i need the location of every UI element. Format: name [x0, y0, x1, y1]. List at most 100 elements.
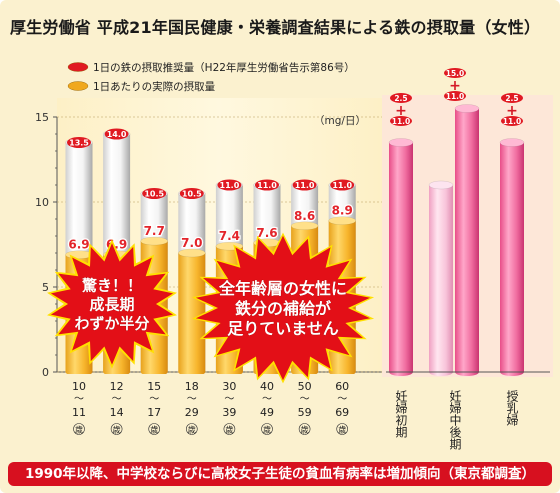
pregnancy-bar	[428, 180, 454, 376]
pregnancy-base-label: 11.0	[503, 117, 522, 126]
recommended-value-label: 11.0	[257, 181, 277, 190]
category-label-start: 15	[147, 380, 161, 393]
age-unit-circle	[110, 423, 123, 435]
category-label-end: 49	[260, 406, 274, 419]
category-label-end: 69	[335, 406, 349, 419]
callout-text: 足りていません	[227, 319, 339, 338]
category-label-tilde: 〜	[262, 394, 272, 405]
unit-label: （mg/日）	[314, 115, 366, 127]
category-label-end: 14	[110, 406, 124, 419]
category-label-tilde: 〜	[224, 394, 234, 405]
category-label-tilde: 〜	[187, 394, 197, 405]
category-label-tilde: 〜	[149, 394, 159, 405]
category-label-end: 17	[147, 406, 161, 419]
footer-note: 1990年以降、中学校ならびに高校女子生徒の貧血有病率は増加傾向（東京都調査）	[8, 462, 552, 486]
age-unit-circle	[261, 423, 273, 435]
category-label-tilde: 〜	[337, 394, 347, 405]
category-label-end: 29	[185, 406, 199, 419]
pregnancy-bar	[499, 138, 525, 376]
callout-text: 成長期	[89, 295, 134, 313]
y-tick-label: 5	[42, 281, 49, 294]
actual-value-label: 8.6	[294, 209, 315, 223]
y-tick-label: 10	[35, 196, 49, 209]
callout-text: 鉄分の補給が	[235, 299, 331, 318]
category-label-unit: 歳	[150, 425, 158, 435]
category-label-start: 40	[260, 380, 274, 393]
category-label-start: 12	[110, 380, 124, 393]
pregnancy-category-label: 授乳婦	[505, 389, 519, 426]
chart-title: 厚生労働省 平成21年国民健康・栄養調査結果による鉄の摂取量（女性）	[10, 18, 541, 37]
recommended-label-bg	[330, 179, 355, 191]
actual-value-label: 7.6	[256, 226, 277, 240]
pregnancy-add-label: 2.5	[394, 94, 407, 103]
age-unit-circle	[298, 423, 311, 435]
y-tick-label: 0	[42, 366, 49, 379]
pregnancy-value-marker: 15.0+11.0	[444, 68, 466, 101]
category-label-start: 50	[298, 380, 312, 393]
pregnancy-add-label: 2.5	[505, 94, 518, 103]
category-label-unit: 歳	[113, 425, 121, 435]
category-label-unit: 歳	[188, 425, 196, 435]
recommended-value-label: 11.0	[220, 181, 240, 190]
actual-value-label: 7.4	[219, 229, 240, 243]
category-label-tilde: 〜	[300, 394, 310, 405]
category-label: 15〜17 歳	[147, 380, 161, 435]
recommended-value-label: 11.0	[332, 181, 352, 190]
actual-value-label: 7.0	[181, 236, 202, 250]
category-label-tilde: 〜	[74, 394, 84, 405]
pregnancy-category-label: 妊婦中後期	[448, 390, 462, 450]
category-label-start: 10	[72, 380, 86, 393]
callout-text: 驚き！！	[81, 276, 142, 294]
age-unit-circle	[148, 423, 160, 435]
age-unit-circle	[73, 423, 85, 435]
category-label: 60〜69 歳	[335, 380, 349, 435]
recommended-value-label: 10.5	[182, 190, 202, 199]
pregnancy-bar	[454, 104, 480, 376]
pregnancy-add-label: 15.0	[446, 69, 465, 78]
category-label-start: 18	[185, 380, 199, 393]
pregnancy-base-label: 11.0	[446, 92, 465, 101]
recommended-label-bg	[217, 179, 242, 191]
recommended-label-bg	[179, 188, 204, 199]
age-unit-circle	[223, 423, 236, 435]
age-unit-circle	[336, 423, 349, 435]
legend-label: 1日あたりの実際の摂取量	[93, 80, 216, 93]
pregnancy-bars-group	[388, 104, 525, 376]
recommended-label-bg	[292, 179, 317, 191]
category-label-start: 30	[222, 380, 236, 393]
legend-swatch	[67, 81, 89, 91]
category-label-tilde: 〜	[112, 394, 122, 405]
pregnancy-value-marker: 2.5+11.0	[501, 93, 523, 126]
actual-bar	[178, 248, 206, 374]
actual-value-label: 8.9	[332, 204, 353, 218]
category-label: 50〜59 歳	[298, 380, 312, 435]
pregnancy-value-marker: 2.5+11.0	[390, 93, 412, 126]
recommended-value-label: 13.5	[69, 139, 89, 148]
category-label: 30〜39 歳	[222, 380, 236, 435]
category-label-unit: 歳	[225, 425, 233, 435]
category-label: 10〜11 歳	[72, 380, 86, 435]
callout-text: 全年齢層の女性に	[218, 279, 347, 298]
chart-legend: 1日の鉄の摂取推奨量（H22年厚生労働省告示第86号） 1日あたりの実際の摂取量	[67, 61, 355, 93]
pregnancy-bar	[388, 138, 414, 376]
category-label-end: 39	[222, 406, 236, 419]
actual-value-label: 6.9	[68, 238, 89, 252]
recommended-label-bg	[142, 188, 167, 199]
pregnancy-category-label: 妊婦初期	[394, 390, 408, 438]
category-label-unit: 歳	[301, 425, 309, 435]
recommended-label-bg	[67, 137, 91, 148]
category-label: 40〜49 歳	[260, 380, 274, 435]
actual-value-label: 7.7	[144, 224, 165, 238]
recommended-value-label: 14.0	[107, 130, 127, 139]
plus-sign: +	[395, 103, 407, 119]
category-label-unit: 歳	[338, 425, 346, 435]
recommended-value-label: 10.5	[144, 190, 164, 199]
category-label-end: 59	[298, 406, 312, 419]
age-unit-circle	[186, 423, 198, 435]
legend-label: 1日の鉄の摂取推奨量（H22年厚生労働省告示第86号）	[93, 61, 355, 74]
recommended-value-label: 11.0	[295, 181, 315, 190]
plus-sign: +	[506, 103, 518, 119]
category-label-start: 60	[335, 380, 349, 393]
